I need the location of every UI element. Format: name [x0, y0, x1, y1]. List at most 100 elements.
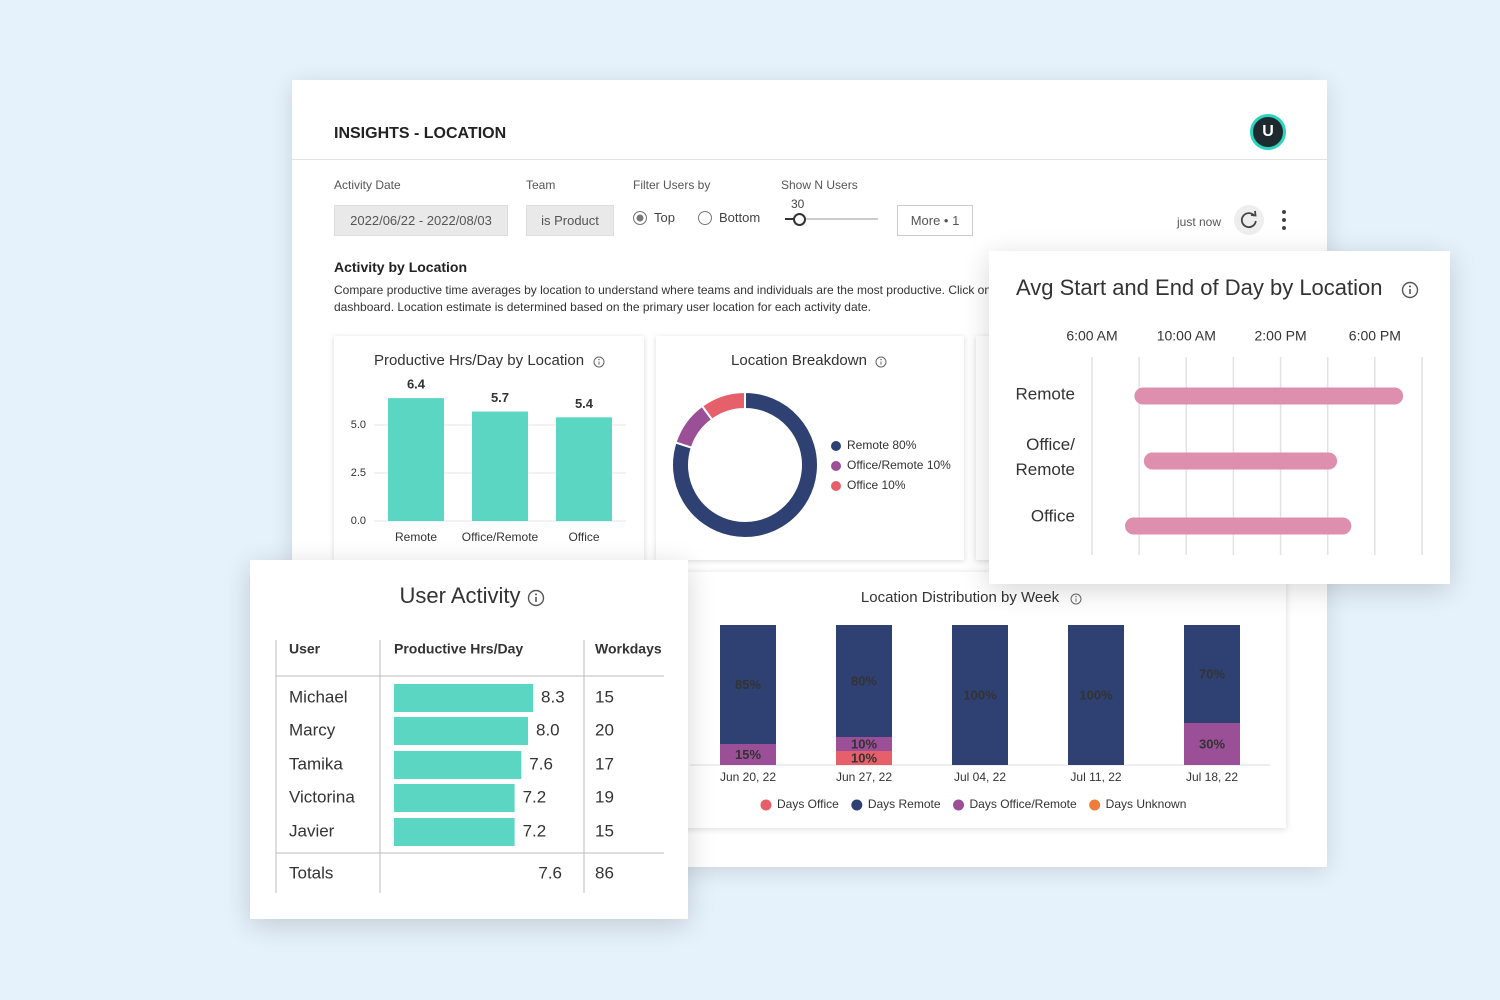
legend-marker	[953, 799, 965, 811]
hours-value: 7.6	[529, 754, 553, 773]
workdays-value: 15	[595, 821, 614, 840]
radio-circle	[633, 210, 647, 225]
team-filter[interactable]: is Product	[526, 205, 614, 236]
legend-label: Days Remote	[868, 797, 941, 811]
value-label: 10%	[851, 736, 877, 751]
legend-value: 80%	[892, 438, 916, 452]
slider-fill	[785, 218, 800, 220]
radio-option[interactable]: Bottom	[698, 210, 760, 225]
radio-label: Bottom	[719, 210, 761, 225]
workdays-value: 19	[595, 787, 614, 806]
x-tick-label: 2:00 PM	[1255, 328, 1307, 344]
chart-title: Avg Start and End of Day by Location	[1016, 275, 1383, 300]
menu-button[interactable]	[1278, 208, 1290, 232]
date-filter[interactable]: 2022/06/22 - 2022/08/03	[334, 205, 508, 236]
legend-label: Days Office/Remote	[970, 797, 1077, 811]
info-icon	[1070, 593, 1082, 605]
bar-segment[interactable]	[720, 625, 776, 744]
workdays-value: 17	[595, 754, 614, 773]
bar-segment[interactable]	[836, 737, 892, 751]
section-title: Activity by Location	[334, 259, 468, 275]
legend-name: Office/Remote	[847, 458, 924, 472]
x-tick-label: Jul 11, 22	[1070, 770, 1121, 784]
avatar[interactable]: U	[1250, 114, 1286, 150]
info-icon	[875, 356, 887, 368]
column-header: Productive Hrs/Day	[394, 641, 523, 657]
status: just now	[1177, 215, 1222, 229]
bar-segment[interactable]	[836, 751, 892, 765]
legend-value: 10%	[881, 478, 905, 492]
radio-option[interactable]: Top	[633, 210, 675, 225]
chart-card: Location Distribution by Week 15% 85% Jun …	[600, 572, 1286, 828]
filter-label: Team	[526, 178, 556, 192]
legend-label: Office/Remote 10%	[847, 458, 951, 472]
bar-segment[interactable]	[952, 625, 1008, 765]
x-tick-label: 6:00 AM	[1066, 328, 1117, 344]
filter-label: Filter Users by	[633, 178, 711, 192]
value-label: 100%	[963, 687, 997, 702]
bar-segment[interactable]	[1068, 625, 1124, 765]
user-name: Michael	[289, 687, 348, 706]
chart-card: Productive Hrs/Day by Location 0.0 2.5 5.0…	[334, 336, 644, 560]
x-tick-label: Jun 20, 22	[720, 770, 776, 784]
bar-segment[interactable]	[1184, 625, 1240, 723]
legend-marker	[831, 461, 841, 471]
table-title: User Activity	[399, 583, 520, 608]
totals-label: Totals	[289, 863, 333, 882]
y-tick-label: 0.0	[351, 515, 366, 527]
more-button[interactable]: More • 1	[897, 205, 973, 236]
value-label: 5.4	[575, 396, 594, 411]
y-tick-label: Office	[1030, 506, 1075, 526]
range-bar	[1125, 517, 1352, 535]
chart-title: Location Breakdown	[731, 352, 867, 369]
value-label: 5.7	[491, 390, 509, 405]
legend-marker	[760, 799, 772, 811]
chart-panel: Avg Start and End of Day by Location 6:0…	[989, 251, 1450, 584]
x-tick-label: 10:00 AM	[1157, 328, 1216, 344]
legend-marker	[831, 441, 841, 451]
column-header: User	[289, 641, 321, 657]
value-label: 70%	[1199, 666, 1225, 681]
x-tick-label: Jul 18, 22	[1186, 770, 1238, 784]
donut-segment[interactable]	[671, 390, 819, 539]
hours-bar	[394, 717, 528, 745]
value-label: 85%	[735, 677, 761, 692]
hours-value: 8.0	[536, 720, 560, 739]
y-tick-label: 2.5	[351, 467, 366, 479]
bar-segment[interactable]	[720, 744, 776, 765]
hours-bar	[394, 818, 515, 846]
x-tick-label: Remote	[395, 530, 437, 544]
donut-segment[interactable]	[700, 390, 746, 422]
legend-label: Days Unknown	[1106, 797, 1187, 811]
totals-hours: 7.6	[538, 863, 562, 882]
slider-knob[interactable]	[793, 213, 806, 226]
info-icon	[1401, 281, 1419, 299]
workdays-value: 20	[595, 720, 614, 739]
chart-title: Location Distribution by Week	[861, 589, 1060, 606]
hours-value: 7.2	[523, 787, 547, 806]
user-name: Marcy	[289, 720, 336, 739]
x-tick-label: Jun 27, 22	[836, 770, 892, 784]
legend-label: Days Office	[777, 797, 839, 811]
bar-segment[interactable]	[836, 625, 892, 737]
y-tick-label: Office/ Remote	[1015, 435, 1075, 479]
x-tick-label: 6:00 PM	[1349, 328, 1401, 344]
x-tick-label: Jul 04, 22	[954, 770, 1006, 784]
bar	[556, 417, 612, 521]
filter-label: Activity Date	[334, 178, 401, 192]
value-label: 100%	[1079, 687, 1113, 702]
hours-value: 8.3	[541, 687, 565, 706]
bar	[388, 398, 444, 521]
slider-track	[785, 218, 878, 220]
refresh-button[interactable]	[1233, 204, 1265, 236]
range-chart: Avg Start and End of Day by Location 6:0…	[1016, 275, 1423, 555]
bar-segment[interactable]	[1184, 723, 1240, 765]
section-description: Compare productive time averages by loca…	[334, 283, 1002, 297]
legend-value: 10%	[927, 458, 951, 472]
divider	[292, 159, 1327, 160]
range-bar	[1143, 452, 1338, 470]
hours-bar	[394, 684, 534, 712]
value-label: 80%	[851, 673, 877, 688]
chart-card: Location Breakdown Remote 80% Office/Remo…	[656, 336, 964, 560]
